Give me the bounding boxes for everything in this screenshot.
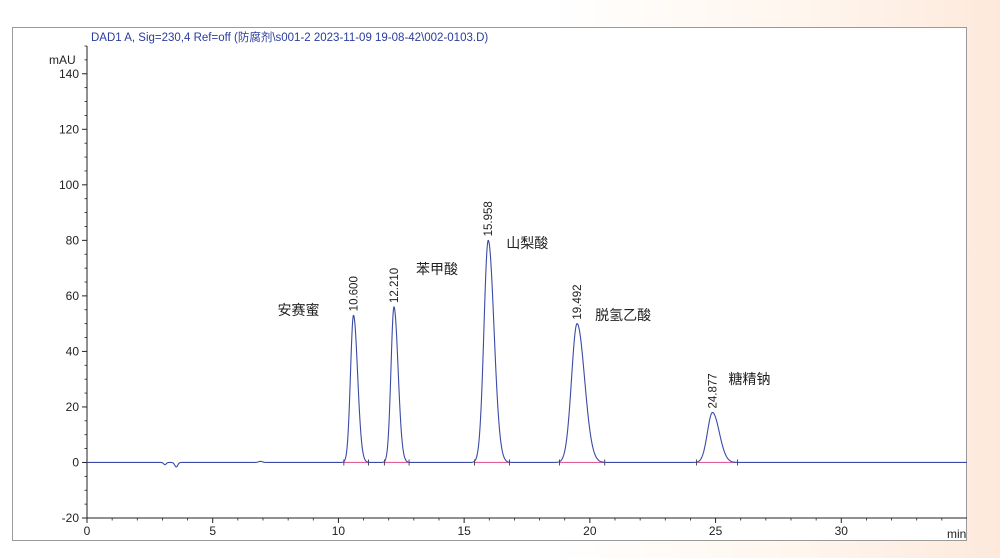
peak-compound-label: 山梨酸 bbox=[506, 236, 548, 252]
x-tick-label: 20 bbox=[583, 524, 597, 538]
x-tick-label: 0 bbox=[84, 524, 91, 538]
signal-trace bbox=[87, 239, 967, 468]
x-axis-ticks: 0 5 10 15 20 25 30 bbox=[84, 518, 943, 538]
peak-compound-label: 安赛蜜 bbox=[278, 303, 320, 319]
x-tick-label: 10 bbox=[332, 524, 346, 538]
peak-rt-label: 19.492 bbox=[572, 284, 584, 319]
y-tick-label: 0 bbox=[72, 455, 79, 469]
x-tick-label: 15 bbox=[457, 524, 471, 538]
peak-rt-label: 12.210 bbox=[389, 268, 401, 303]
y-axis-ticks: -20 0 20 40 60 80 100 120 140 bbox=[59, 45, 87, 525]
y-tick-label: 120 bbox=[59, 122, 79, 136]
peak-compound-label: 脱氢乙酸 bbox=[595, 308, 651, 324]
y-tick-label: 140 bbox=[59, 67, 79, 81]
peak-compound-label: 苯甲酸 bbox=[416, 261, 458, 278]
x-tick-label: 5 bbox=[209, 524, 216, 538]
peak-rt-label: 10.600 bbox=[349, 276, 361, 311]
chromatogram-chart: DAD1 A, Sig=230,4 Ref=off (防腐剂\s001-2 20… bbox=[49, 30, 967, 541]
x-tick-label: 30 bbox=[835, 524, 849, 538]
y-tick-label: 20 bbox=[66, 400, 80, 414]
peak-rt-label: 15.958 bbox=[483, 201, 495, 236]
y-tick-label: 40 bbox=[66, 344, 80, 358]
y-tick-label: 100 bbox=[59, 178, 79, 192]
peak-annotations: 10.600 安赛蜜 12.210 苯甲酸 15.958 山梨酸 19.492 脱氢乙酸 24.… bbox=[278, 201, 771, 408]
y-tick-label: 60 bbox=[66, 289, 80, 303]
peak-compound-label: 糖精钠 bbox=[728, 372, 770, 388]
y-tick-label: 80 bbox=[66, 233, 80, 247]
y-axis-label: mAU bbox=[49, 53, 76, 67]
x-tick-label: 25 bbox=[709, 524, 723, 538]
peak-rt-label: 24.877 bbox=[707, 373, 719, 408]
x-axis-label: min bbox=[947, 527, 966, 541]
chart-title: DAD1 A, Sig=230,4 Ref=off (防腐剂\s001-2 20… bbox=[91, 30, 488, 44]
y-tick-label: -20 bbox=[62, 511, 80, 525]
chromatogram-panel: DAD1 A, Sig=230,4 Ref=off (防腐剂\s001-2 20… bbox=[12, 27, 967, 541]
axes bbox=[86, 46, 967, 519]
